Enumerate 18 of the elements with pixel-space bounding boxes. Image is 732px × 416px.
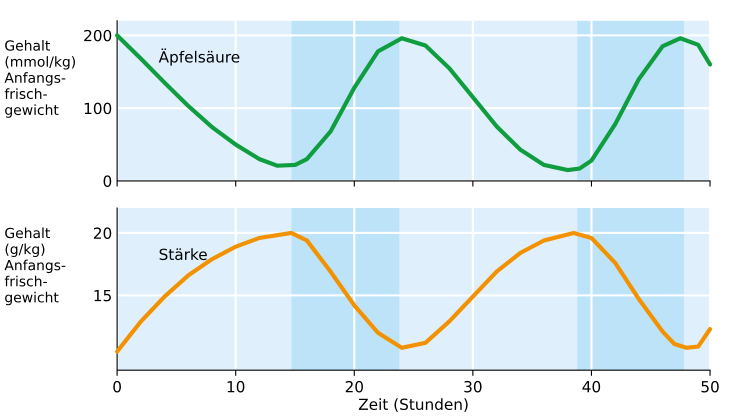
- x-tick-label: 20: [346, 380, 363, 392]
- y-tick-label: 100: [84, 102, 112, 114]
- x-tick-label: 50: [702, 380, 719, 392]
- y-axis-title: Gehalt (mmol/kg) Anfangs- frisch- gewicht: [4, 40, 75, 118]
- line-series: [115, 33, 712, 172]
- x-tick-label: 0: [113, 380, 121, 392]
- series-label: Äpfelsäure: [158, 48, 240, 66]
- x-tick-label: 40: [582, 380, 600, 392]
- x-tick-label: 10: [228, 380, 244, 392]
- y-tick-label: 15: [94, 290, 111, 302]
- y-tick-label: 20: [94, 227, 112, 239]
- y-tick-label: 0: [104, 175, 112, 187]
- x-axis-title: Zeit (Stunden): [358, 398, 468, 412]
- y-axis-title: Gehalt (g/kg) Anfangs- frisch- gewicht: [4, 227, 66, 306]
- y-tick-label: 200: [84, 30, 112, 42]
- series-label: Stärke: [160, 248, 207, 260]
- x-tick-label: 30: [464, 380, 482, 392]
- line-series: [115, 230, 712, 354]
